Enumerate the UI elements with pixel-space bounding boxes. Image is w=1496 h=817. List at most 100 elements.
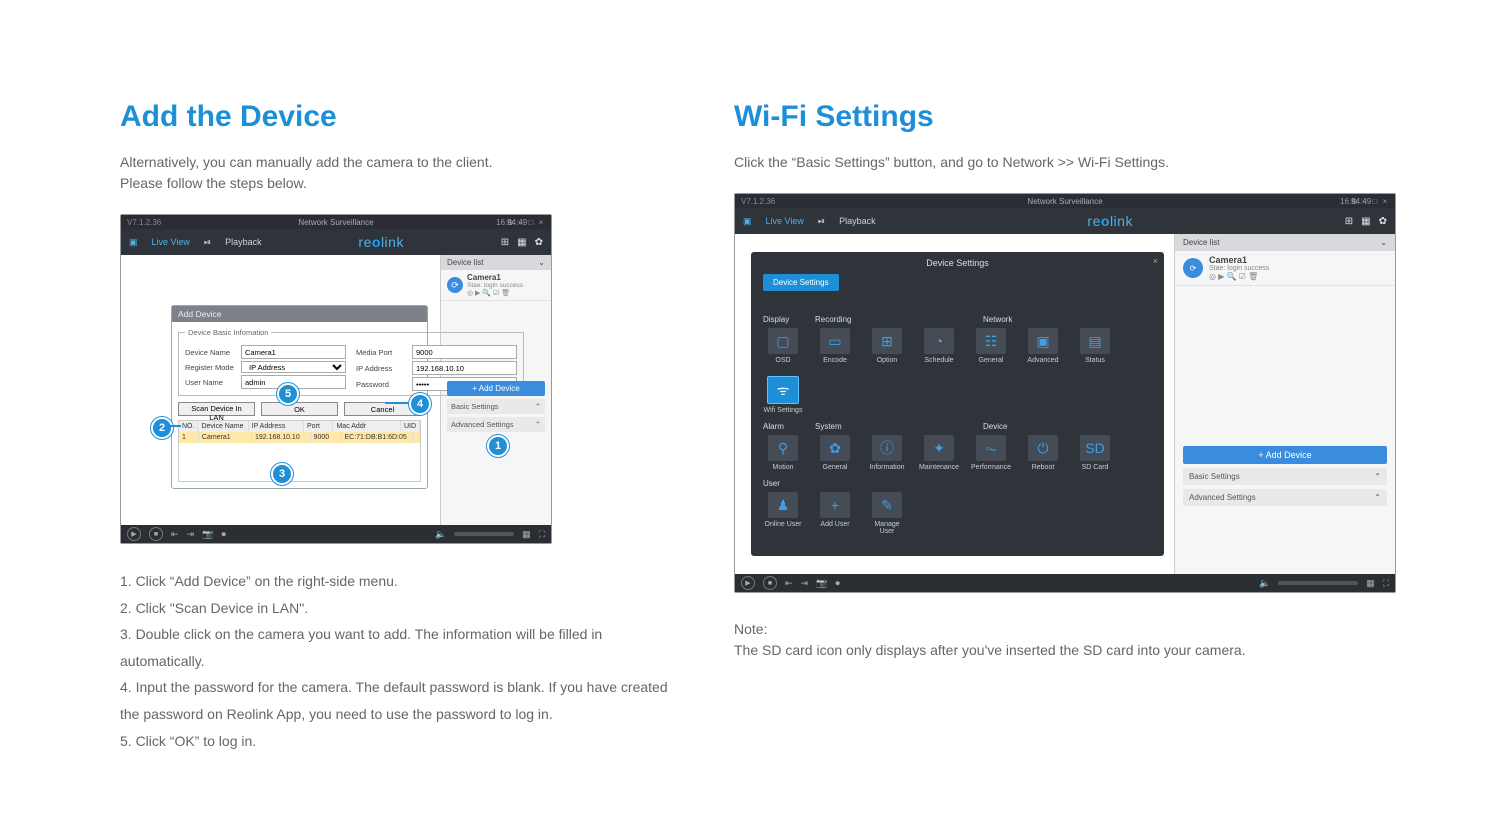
- settings-tile-option[interactable]: ⊞Option: [867, 328, 907, 364]
- app-body: Add Device Device Basic Infomation Devic…: [121, 255, 551, 525]
- layout-icons[interactable]: ⊞▦✿: [501, 237, 543, 248]
- next-icon[interactable]: ⇥: [187, 529, 195, 540]
- menubar: ▣ Live View ⏯ Playback reolink ⊞▦✿: [735, 208, 1395, 234]
- menu-live[interactable]: Live View: [766, 216, 804, 226]
- next-icon[interactable]: ⇥: [801, 578, 809, 589]
- settings-tile-online-user[interactable]: ♟Online User: [763, 492, 803, 535]
- settings-tile-manage-user[interactable]: ✎Manage User: [867, 492, 907, 535]
- table-row[interactable]: 1 Camera1 192.168.10.10 9000 EC:71:DB:B1…: [179, 432, 420, 443]
- logo: reolink: [276, 234, 487, 250]
- settings-tile-wifi-settings[interactable]: ᯤWifi Settings: [763, 376, 803, 414]
- fieldset-legend: Device Basic Infomation: [185, 328, 271, 337]
- chevron-down-icon[interactable]: ⌄: [1380, 238, 1387, 247]
- step-3: 3. Double click on the camera you want t…: [120, 621, 674, 674]
- prev-icon[interactable]: ⇤: [171, 529, 179, 540]
- play-icon[interactable]: ▶: [127, 527, 141, 541]
- step-1: 1. Click “Add Device” on the right-side …: [120, 568, 674, 595]
- snapshot-icon[interactable]: 📷: [816, 578, 827, 589]
- ip-address-input[interactable]: [412, 361, 517, 375]
- camera-icon: ⟳: [1183, 258, 1203, 278]
- settings-tile-information[interactable]: ⓘInformation: [867, 435, 907, 471]
- step-4a: 4. Input the password for the camera. Th…: [120, 674, 674, 701]
- stage: Add Device Device Basic Infomation Devic…: [121, 255, 440, 525]
- advanced-settings-link[interactable]: Advanced Settings⌃: [1183, 489, 1387, 506]
- camera-row[interactable]: ⟳ Camera1 Stae: login success ◎ ▶ 🔍 ☑ 🗑: [441, 270, 551, 301]
- close-icon[interactable]: ×: [1153, 256, 1158, 266]
- settings-grid: DisplayRecordingNetwork▢OSD▭Encode⊞Optio…: [763, 307, 1152, 535]
- add-device-button[interactable]: + Add Device: [447, 381, 545, 396]
- username-label: User Name: [185, 378, 237, 387]
- settings-tile-sd-card[interactable]: SDSD Card: [1075, 435, 1115, 471]
- settings-tile-performance[interactable]: ⏦Performance: [971, 435, 1011, 471]
- stop-icon[interactable]: ■: [763, 576, 777, 590]
- password-label: Password: [356, 380, 408, 389]
- app-title: Network Surveillance: [735, 197, 1395, 206]
- prev-icon[interactable]: ⇤: [785, 578, 793, 589]
- basic-settings-link[interactable]: Basic Settings⌃: [447, 399, 545, 414]
- marker-2: 2: [151, 417, 173, 439]
- marker-5: 5: [277, 383, 299, 405]
- dialog-title: Add Device: [172, 306, 427, 322]
- modal-title: Device Settings: [751, 258, 1164, 268]
- settings-tile-maintenance[interactable]: ✦Maintenance: [919, 435, 959, 471]
- table-header: NO. Device Name IP Address Port Mac Addr…: [179, 421, 420, 432]
- add-device-button[interactable]: + Add Device: [1183, 446, 1387, 464]
- add-device-dialog: Add Device Device Basic Infomation Devic…: [171, 305, 428, 489]
- device-settings-modal: Device Settings × Device Settings Displa…: [751, 252, 1164, 556]
- menu-live[interactable]: Live View: [152, 237, 190, 247]
- marker-4: 4: [409, 393, 431, 415]
- playback-icon[interactable]: ⏯: [818, 216, 825, 227]
- camera-icon[interactable]: ▣: [743, 216, 752, 227]
- menu-playback[interactable]: Playback: [839, 216, 876, 226]
- volume-icon[interactable]: 🔈: [1259, 578, 1270, 589]
- settings-tile-status[interactable]: ▤Status: [1075, 328, 1115, 364]
- basic-settings-link[interactable]: Basic Settings⌃: [1183, 468, 1387, 485]
- grid-icon[interactable]: ▦: [1366, 578, 1375, 589]
- note-label: Note:: [734, 619, 1396, 640]
- grid-icon[interactable]: ▦: [522, 529, 531, 540]
- settings-tile-general[interactable]: ✿General: [815, 435, 855, 471]
- camera-icon[interactable]: ▣: [129, 237, 138, 248]
- th-name: Device Name: [198, 421, 248, 432]
- advanced-settings-link[interactable]: Advanced Settings⌃: [447, 417, 545, 432]
- volume-icon[interactable]: 🔈: [435, 529, 446, 540]
- device-settings-tab[interactable]: Device Settings: [763, 274, 839, 291]
- layout-icons[interactable]: ⊞▦✿: [1345, 216, 1387, 227]
- note-block: Note: The SD card icon only displays aft…: [734, 619, 1396, 661]
- record-icon[interactable]: ⏺: [221, 529, 226, 540]
- left-lead: Alternatively, you can manually add the …: [120, 152, 674, 194]
- menubar: ▣ Live View ⏯ Playback reolink ⊞▦✿: [121, 229, 551, 255]
- bottom-bar: ▶ ■ ⇤ ⇥ 📷 ⏺ 🔈 ▦ ⛶: [121, 525, 551, 543]
- play-icon[interactable]: ▶: [741, 576, 755, 590]
- device-list-header[interactable]: Device list⌄: [441, 255, 551, 270]
- settings-tile-add-user[interactable]: +Add User: [815, 492, 855, 535]
- fullscreen-icon[interactable]: ⛶: [539, 529, 545, 540]
- settings-tile-osd[interactable]: ▢OSD: [763, 328, 803, 364]
- playback-icon[interactable]: ⏯: [204, 237, 211, 248]
- settings-tile-advanced[interactable]: ▣Advanced: [1023, 328, 1063, 364]
- register-mode-select[interactable]: IP Address: [241, 361, 346, 373]
- settings-tile-general[interactable]: ☷General: [971, 328, 1011, 364]
- settings-tile-encode[interactable]: ▭Encode: [815, 328, 855, 364]
- left-heading: Add the Device: [120, 100, 674, 134]
- chevron-down-icon[interactable]: ⌄: [538, 258, 545, 267]
- device-name-input[interactable]: [241, 345, 346, 359]
- stop-icon[interactable]: ■: [149, 527, 163, 541]
- media-port-input[interactable]: [412, 345, 517, 359]
- device-list-header[interactable]: Device list⌄: [1175, 234, 1395, 251]
- snapshot-icon[interactable]: 📷: [202, 529, 213, 540]
- ip-address-label: IP Address: [356, 364, 408, 373]
- logo: reolink: [890, 213, 1331, 229]
- device-table: NO. Device Name IP Address Port Mac Addr…: [178, 420, 421, 482]
- scan-lan-button[interactable]: Scan Device In LAN: [178, 402, 255, 416]
- settings-tile-motion[interactable]: ⚲Motion: [763, 435, 803, 471]
- record-icon[interactable]: ⏺: [835, 578, 840, 589]
- register-mode-label: Register Mode: [185, 363, 237, 372]
- settings-tile-schedule[interactable]: ◔Schedule: [919, 328, 959, 364]
- camera-row[interactable]: ⟳ Camera1 Stae: login success ◎ ▶ 🔍 ☑ 🗑: [1175, 251, 1395, 286]
- titlebar: V7.1.2.36 Network Surveillance 16:54:49 …: [121, 215, 551, 229]
- fullscreen-icon[interactable]: ⛶: [1383, 578, 1389, 589]
- settings-tile-reboot[interactable]: ⏻Reboot: [1023, 435, 1063, 471]
- menu-playback[interactable]: Playback: [225, 237, 262, 247]
- ok-button[interactable]: OK: [261, 402, 338, 416]
